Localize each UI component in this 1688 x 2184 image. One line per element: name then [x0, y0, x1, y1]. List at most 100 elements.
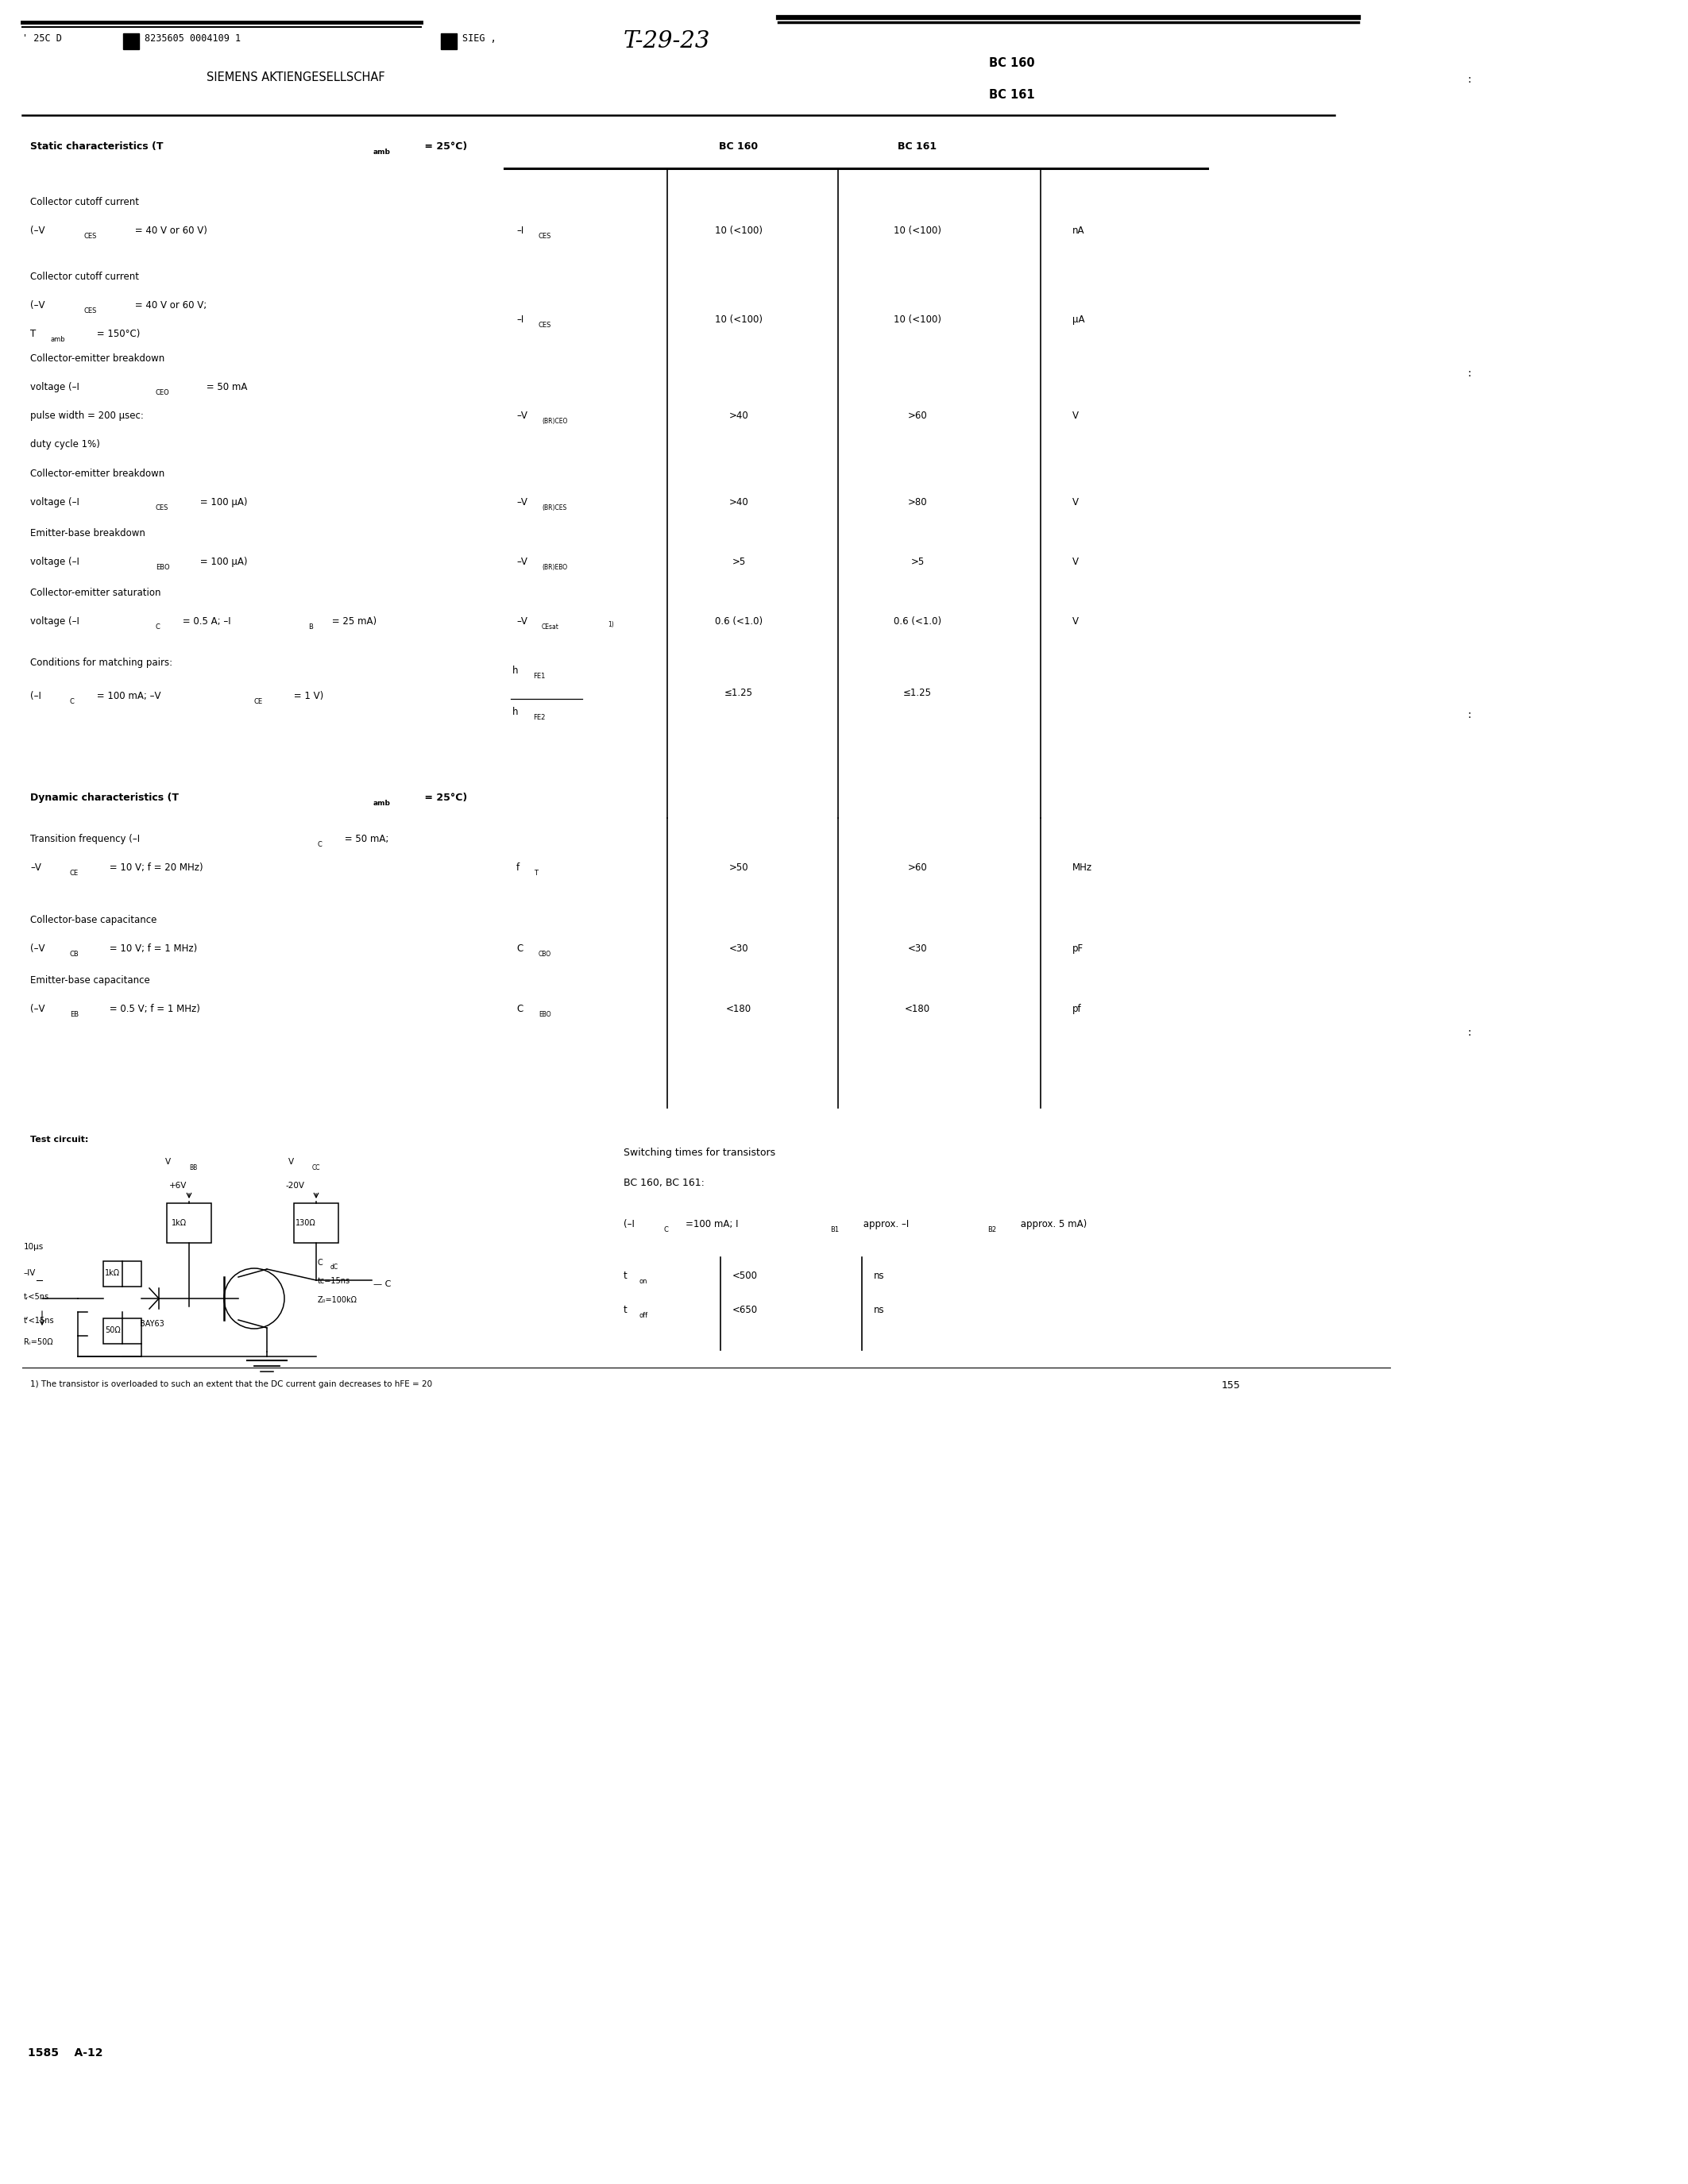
Text: BC 160: BC 160 — [989, 57, 1035, 70]
Text: C: C — [517, 943, 523, 954]
Text: on: on — [640, 1278, 648, 1284]
Text: >5: >5 — [910, 557, 925, 568]
Bar — [103, 1319, 142, 1343]
Text: = 40 V or 60 V): = 40 V or 60 V) — [132, 225, 208, 236]
Text: CES: CES — [83, 308, 96, 314]
Text: <30: <30 — [729, 943, 748, 954]
Text: amb: amb — [373, 799, 390, 806]
Text: f: f — [517, 863, 520, 874]
Text: >40: >40 — [729, 498, 748, 507]
Text: amb: amb — [373, 149, 390, 155]
Text: dC: dC — [331, 1265, 339, 1271]
Text: EBO: EBO — [538, 1011, 550, 1018]
Text: CES: CES — [538, 321, 552, 330]
Text: Emitter-base breakdown: Emitter-base breakdown — [30, 529, 145, 539]
Text: (–I: (–I — [30, 690, 41, 701]
Text: t: t — [623, 1271, 628, 1282]
Text: C: C — [155, 622, 160, 631]
Text: = 0.5 V; f = 1 MHz): = 0.5 V; f = 1 MHz) — [106, 1005, 201, 1013]
Text: >60: >60 — [908, 411, 927, 422]
Text: (–V: (–V — [30, 1005, 46, 1013]
Text: Collector-emitter breakdown: Collector-emitter breakdown — [30, 354, 165, 365]
Text: >80: >80 — [908, 498, 927, 507]
Text: 1kΩ: 1kΩ — [172, 1219, 187, 1227]
Text: ns: ns — [874, 1271, 885, 1282]
Text: Test circuit:: Test circuit: — [30, 1136, 88, 1144]
Text: V: V — [289, 1158, 294, 1166]
Text: B2: B2 — [987, 1225, 996, 1234]
Text: SIEG ,: SIEG , — [463, 33, 496, 44]
Text: Collector-base capacitance: Collector-base capacitance — [30, 915, 157, 926]
Text: –V: –V — [30, 863, 41, 874]
Text: CE: CE — [69, 869, 79, 876]
Text: tᶠ<15ns: tᶠ<15ns — [24, 1317, 54, 1326]
Text: EBO: EBO — [155, 563, 170, 570]
Bar — [123, 33, 138, 50]
Text: h: h — [513, 708, 518, 716]
Text: μA: μA — [1072, 314, 1085, 325]
Text: –I: –I — [517, 314, 523, 325]
Text: = 50 mA;: = 50 mA; — [341, 834, 388, 845]
Text: –V: –V — [517, 616, 527, 627]
Text: B1: B1 — [830, 1225, 839, 1234]
Text: CEO: CEO — [155, 389, 170, 395]
Text: voltage (–I: voltage (–I — [30, 382, 79, 393]
Text: approx. –I: approx. –I — [861, 1219, 908, 1230]
Text: Emitter-base capacitance: Emitter-base capacitance — [30, 976, 150, 985]
Text: :: : — [1469, 367, 1472, 378]
Text: BC 160, BC 161:: BC 160, BC 161: — [623, 1177, 704, 1188]
Text: MHz: MHz — [1072, 863, 1092, 874]
Text: CEsat: CEsat — [542, 622, 559, 631]
Text: CES: CES — [538, 234, 552, 240]
Text: = 0.5 A; –I: = 0.5 A; –I — [179, 616, 231, 627]
Text: voltage (–I: voltage (–I — [30, 616, 79, 627]
Text: 1kΩ: 1kΩ — [105, 1269, 120, 1278]
Text: V: V — [1072, 498, 1079, 507]
Text: (–V: (–V — [30, 225, 46, 236]
Text: = 150°C): = 150°C) — [95, 330, 140, 339]
Text: <650: <650 — [733, 1304, 758, 1315]
Text: BB: BB — [189, 1164, 197, 1171]
Text: — C: — C — [373, 1280, 392, 1289]
Text: V: V — [1072, 616, 1079, 627]
Text: ≤1.25: ≤1.25 — [903, 688, 932, 699]
Text: 1) The transistor is overloaded to such an extent that the DC current gain decre: 1) The transistor is overloaded to such … — [30, 1380, 432, 1389]
Text: <180: <180 — [726, 1005, 751, 1013]
Text: :: : — [1469, 710, 1472, 721]
Text: 10μs: 10μs — [24, 1243, 44, 1251]
Text: CE: CE — [255, 699, 263, 705]
Text: <500: <500 — [733, 1271, 758, 1282]
Text: pf: pf — [1072, 1005, 1082, 1013]
Text: Transition frequency (–I: Transition frequency (–I — [30, 834, 140, 845]
Text: voltage (–I: voltage (–I — [30, 557, 79, 568]
Text: t: t — [623, 1304, 628, 1315]
Text: (BR)CEO: (BR)CEO — [542, 417, 567, 426]
Text: BC 161: BC 161 — [989, 90, 1035, 100]
Text: C: C — [663, 1225, 668, 1234]
Text: BAY63: BAY63 — [140, 1319, 164, 1328]
Text: Collector cutoff current: Collector cutoff current — [30, 197, 138, 207]
Text: CBO: CBO — [538, 950, 552, 959]
Text: T: T — [533, 869, 538, 876]
Text: SIEMENS AKTIENGESELLSCHAF: SIEMENS AKTIENGESELLSCHAF — [206, 72, 385, 83]
Text: h: h — [513, 666, 518, 675]
Text: 10 (<100): 10 (<100) — [893, 225, 942, 236]
Text: (–V: (–V — [30, 299, 46, 310]
Bar — [441, 33, 457, 50]
Text: Z₀=100kΩ: Z₀=100kΩ — [317, 1295, 358, 1304]
Text: CB: CB — [69, 950, 79, 959]
Text: -20V: -20V — [285, 1182, 306, 1190]
Text: C: C — [317, 841, 322, 847]
Text: ' 25C D: ' 25C D — [22, 33, 62, 44]
Text: <30: <30 — [908, 943, 927, 954]
Text: 1585    A-12: 1585 A-12 — [27, 2046, 103, 2060]
Text: = 10 V; f = 20 MHz): = 10 V; f = 20 MHz) — [106, 863, 203, 874]
Text: = 25 mA): = 25 mA) — [329, 616, 376, 627]
Text: 50Ω: 50Ω — [105, 1326, 120, 1334]
Text: V: V — [165, 1158, 170, 1166]
Text: V: V — [1072, 411, 1079, 422]
Text: tᴄ=15ns: tᴄ=15ns — [317, 1278, 351, 1284]
Text: C: C — [317, 1258, 322, 1267]
Text: 1): 1) — [608, 620, 614, 629]
Text: Dynamic characteristics (T: Dynamic characteristics (T — [30, 793, 179, 804]
